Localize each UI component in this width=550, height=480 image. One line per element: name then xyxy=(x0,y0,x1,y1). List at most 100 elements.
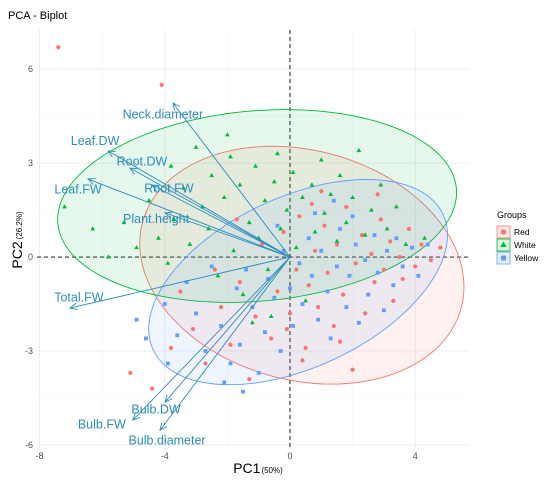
point-white xyxy=(422,235,428,240)
x-axis-variance: (50%) xyxy=(261,466,283,475)
point-white xyxy=(337,172,343,178)
point-red xyxy=(128,370,133,376)
point-white xyxy=(378,182,384,187)
x-axis-ticks: -8 -4 0 4 xyxy=(35,451,417,461)
point-white xyxy=(265,266,271,272)
point-yellow xyxy=(385,248,389,253)
y-axis-label: PC2 xyxy=(9,241,25,268)
point-white xyxy=(322,210,327,215)
point-red xyxy=(228,342,233,347)
chart-title: PCA - Biplot xyxy=(8,10,67,22)
group-ellipses xyxy=(57,109,465,386)
point-yellow xyxy=(194,311,198,316)
point-red xyxy=(331,323,336,329)
point-yellow xyxy=(203,349,208,353)
variable-label-leaf-dw: Leaf.DW xyxy=(71,134,120,148)
arrow-neck-diameter xyxy=(173,103,291,258)
point-yellow xyxy=(175,333,180,338)
point-yellow xyxy=(256,371,261,375)
point-yellow xyxy=(353,242,358,247)
point-red xyxy=(159,82,164,87)
variable-label-neck-diameter: Neck.diameter xyxy=(123,107,204,121)
point-red xyxy=(212,267,217,272)
point-red xyxy=(413,264,418,269)
point-yellow xyxy=(209,264,214,269)
point-yellow xyxy=(366,292,371,297)
point-white xyxy=(231,248,237,253)
point-white xyxy=(146,197,152,203)
x-axis-title: PC1(50%) xyxy=(233,460,283,476)
point-yellow xyxy=(263,330,267,335)
point-yellow xyxy=(288,286,292,291)
point-white xyxy=(271,179,277,184)
point-white xyxy=(278,226,283,231)
legend-title: Groups xyxy=(497,210,527,220)
point-white xyxy=(121,219,127,225)
point-yellow xyxy=(328,336,333,341)
point-white xyxy=(62,204,67,209)
point-yellow xyxy=(338,226,342,231)
point-red xyxy=(334,242,340,247)
point-yellow xyxy=(382,308,386,313)
arrow-plant-height xyxy=(165,213,291,258)
point-red xyxy=(319,189,324,194)
point-red xyxy=(438,245,443,250)
point-yellow xyxy=(222,380,227,385)
point-white xyxy=(246,219,252,225)
point-red xyxy=(306,283,311,288)
point-yellow xyxy=(356,320,361,325)
point-yellow xyxy=(184,280,189,284)
point-yellow xyxy=(144,336,148,341)
y-tick-label: 3 xyxy=(28,158,33,168)
point-yellow xyxy=(391,283,396,288)
point-red xyxy=(218,305,224,310)
point-white xyxy=(394,204,399,209)
point-white xyxy=(171,216,177,221)
point-red xyxy=(269,336,274,341)
point-red xyxy=(178,289,183,294)
x-axis-label: PC1 xyxy=(233,460,260,476)
point-red xyxy=(237,279,242,285)
point-red xyxy=(168,345,174,350)
variable-label-root-fw: Root.FW xyxy=(144,181,194,195)
point-white xyxy=(240,291,246,297)
point-yellow xyxy=(325,289,330,294)
point-yellow xyxy=(241,389,245,394)
point-white xyxy=(362,232,368,237)
arrow-root-fw xyxy=(152,185,291,258)
point-yellow xyxy=(228,361,233,366)
variable-arrows xyxy=(70,103,291,430)
point-white xyxy=(187,241,193,247)
point-yellow xyxy=(297,261,302,266)
point-yellow xyxy=(410,245,414,250)
point-yellow xyxy=(162,302,167,306)
x-tick-label: 0 xyxy=(287,451,292,461)
ellipse-white xyxy=(57,109,458,303)
point-red xyxy=(400,276,405,282)
y-axis-ticks: -6 -3 0 3 6 xyxy=(25,64,33,450)
point-yellow xyxy=(219,324,223,328)
point-white xyxy=(105,254,111,259)
point-red xyxy=(375,192,380,197)
point-red xyxy=(322,223,327,228)
legend-label-yellow: Yellow xyxy=(514,253,539,263)
point-red xyxy=(287,311,293,316)
point-red xyxy=(378,217,383,222)
point-red xyxy=(247,377,252,382)
point-red xyxy=(234,217,239,222)
point-yellow xyxy=(344,305,349,310)
point-white xyxy=(209,172,215,178)
point-yellow xyxy=(347,273,352,278)
point-red xyxy=(344,204,349,210)
point-white xyxy=(221,194,227,200)
y-tick-label: 6 xyxy=(28,64,33,74)
legend-item-white: White xyxy=(496,238,536,252)
point-white xyxy=(250,320,255,325)
x-tick-label: 4 xyxy=(413,451,418,461)
point-white xyxy=(368,207,374,212)
point-white xyxy=(312,229,318,234)
x-tick-label: -8 xyxy=(35,451,43,461)
point-white xyxy=(90,226,96,231)
variable-label-total-fw: Total.FW xyxy=(54,290,104,304)
legend-marker-white xyxy=(500,241,507,247)
